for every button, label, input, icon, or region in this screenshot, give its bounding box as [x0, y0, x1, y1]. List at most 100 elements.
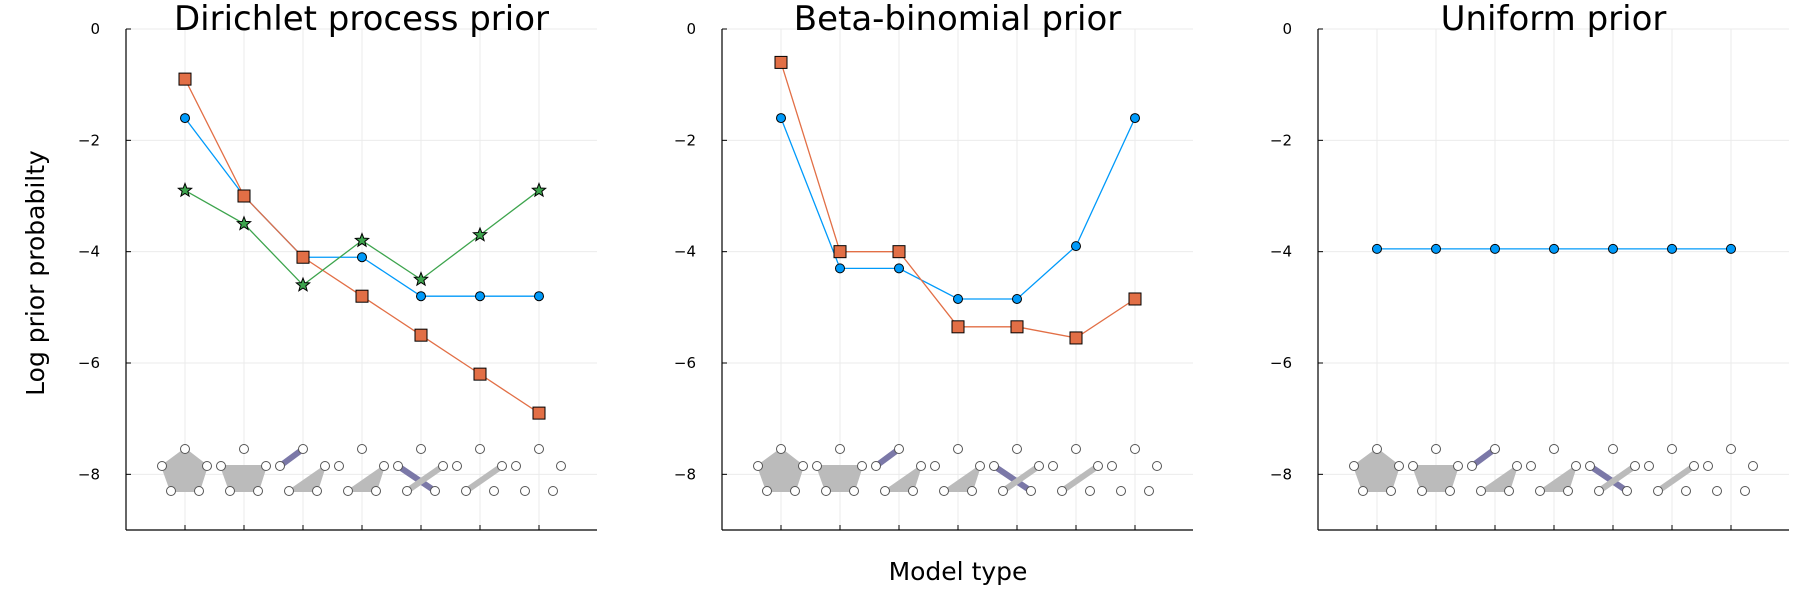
model-glyph-link: [404, 463, 446, 494]
model-glyph-6: [1048, 444, 1103, 496]
model-glyph-node: [1093, 461, 1103, 471]
data-point-circle: [357, 252, 367, 263]
model-glyph-node: [1689, 461, 1699, 471]
model-glyph-1: [157, 444, 212, 496]
data-point-circle: [180, 113, 190, 124]
model-glyph-node: [534, 444, 544, 454]
data-point-square: [355, 289, 369, 303]
model-glyph-node: [821, 486, 831, 496]
data-point-circle: [1667, 243, 1677, 254]
model-glyph-node: [1034, 461, 1044, 471]
model-glyph-node: [1608, 444, 1618, 454]
model-glyph-node: [1653, 486, 1663, 496]
model-glyph-node: [334, 461, 344, 471]
data-point-square: [1010, 320, 1024, 334]
model-glyph-1: [753, 444, 808, 496]
data-point-square: [473, 367, 487, 381]
data-point-circle: [894, 263, 904, 274]
model-glyph-node: [1130, 444, 1140, 454]
model-glyph-node: [1372, 444, 1382, 454]
data-point-square: [833, 245, 847, 259]
series-square: [774, 55, 1142, 345]
model-glyph-node: [1116, 486, 1126, 496]
y-tick-label: −6: [1270, 354, 1292, 372]
model-glyph-3: [275, 444, 330, 496]
data-point-circle: [1012, 293, 1022, 304]
model-glyph-node: [1085, 486, 1095, 496]
panel-2: 0 −2 −4 −6 −8 Beta-binomial prior: [674, 0, 1193, 531]
model-glyph-node: [253, 486, 263, 496]
model-glyph-node: [930, 461, 940, 471]
data-point-circle: [1130, 113, 1140, 124]
model-glyph-node: [225, 486, 235, 496]
y-tick-label: 0: [686, 20, 696, 38]
model-glyph-link: [991, 463, 1034, 494]
model-glyph-node: [857, 461, 867, 471]
model-glyph-node: [166, 486, 176, 496]
y-axis-label: Log prior probabilty: [21, 150, 50, 396]
model-glyph-node: [880, 486, 890, 496]
model-glyph-node: [1386, 486, 1396, 496]
model-glyph-node: [489, 486, 499, 496]
model-glyph-node: [1445, 486, 1455, 496]
data-point-square: [237, 189, 251, 203]
model-glyph-7: [1107, 444, 1162, 496]
y-tick-label: −2: [1270, 131, 1292, 149]
model-glyph-node: [357, 444, 367, 454]
model-glyph-block: [757, 448, 804, 492]
y-tick-label: 0: [1282, 20, 1292, 38]
model-glyph-node: [1057, 486, 1067, 496]
model-glyph-node: [1594, 486, 1604, 496]
y-tick-label: −4: [78, 243, 100, 261]
model-glyph-block: [1353, 448, 1400, 492]
model-glyph-node: [1453, 461, 1463, 471]
model-glyph-node: [1681, 486, 1691, 496]
model-glyph-node: [989, 461, 999, 471]
model-glyph-4: [930, 444, 985, 496]
data-point-star: [177, 182, 193, 198]
data-point-star: [531, 182, 547, 198]
model-glyph-node: [239, 444, 249, 454]
series-square: [178, 72, 546, 420]
model-glyph-node: [835, 444, 845, 454]
model-glyph-1: [1349, 444, 1404, 496]
model-glyph-6: [1644, 444, 1699, 496]
series-circle: [776, 113, 1140, 304]
y-tick-label: −6: [674, 354, 696, 372]
model-glyph-5: [989, 444, 1044, 496]
y-tick-label: −8: [674, 465, 696, 483]
model-glyph-node: [998, 486, 1008, 496]
model-glyph-node: [1571, 461, 1581, 471]
data-point-circle: [953, 293, 963, 304]
model-glyph-node: [402, 486, 412, 496]
model-glyph-link: [463, 463, 505, 494]
model-glyph-node: [1585, 461, 1595, 471]
panel-3: 0 −2 −4 −6 −8 Uniform prior: [1270, 0, 1789, 531]
y-tick-label: −6: [78, 354, 100, 372]
model-glyph-4: [1526, 444, 1581, 496]
model-glyph-node: [975, 461, 985, 471]
model-glyph-node: [798, 461, 808, 471]
model-glyph-node: [908, 486, 918, 496]
data-point-circle: [1372, 243, 1382, 254]
model-glyph-block: [1539, 465, 1577, 492]
data-point-square: [1069, 331, 1083, 345]
model-glyph-block: [943, 465, 981, 492]
model-glyph-node: [180, 444, 190, 454]
model-glyph-5: [393, 444, 448, 496]
model-glyph-node: [430, 486, 440, 496]
model-glyph-node: [1535, 486, 1545, 496]
y-tick-label: −4: [1270, 243, 1292, 261]
data-point-square: [178, 72, 192, 86]
model-glyph-node: [812, 461, 822, 471]
y-tick-label: 0: [90, 20, 100, 38]
model-glyph-7: [1703, 444, 1758, 496]
model-glyph-node: [1026, 486, 1036, 496]
panel-title: Beta-binomial prior: [794, 0, 1122, 39]
model-glyph-node: [1467, 461, 1477, 471]
model-glyph-node: [497, 461, 507, 471]
model-glyph-node: [452, 461, 462, 471]
data-point-circle: [475, 291, 485, 302]
panel-title: Uniform prior: [1441, 0, 1667, 39]
